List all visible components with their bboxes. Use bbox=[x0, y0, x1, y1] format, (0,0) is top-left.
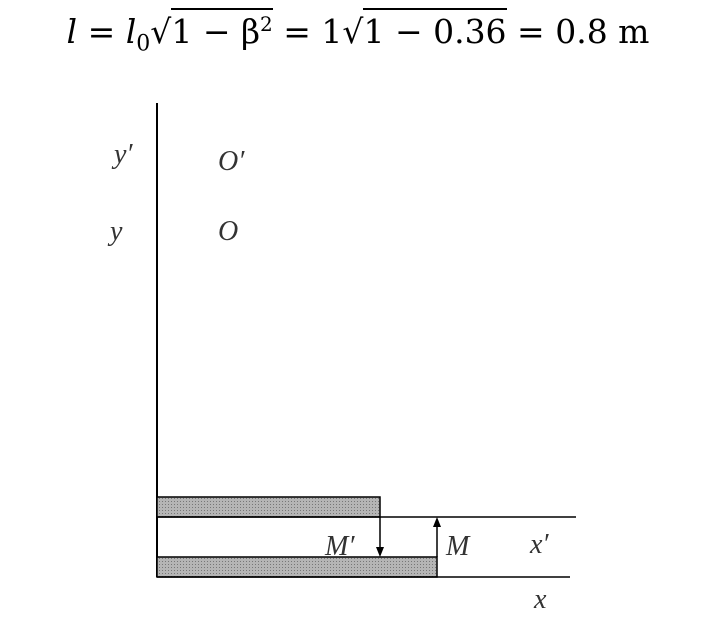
eq-lhs: l bbox=[66, 12, 78, 51]
rod-moving bbox=[156, 496, 381, 518]
label-x-prime: x′ bbox=[529, 529, 549, 560]
label-m: M bbox=[445, 531, 471, 562]
eq-radicand-2: 1 − 0.36 bbox=[363, 8, 507, 51]
label-y-prime: y′ bbox=[111, 139, 133, 170]
eq-coef: 1 bbox=[321, 12, 343, 51]
eq-rad1-text: 1 − β bbox=[171, 12, 261, 51]
eq-result: 0.8 m bbox=[555, 12, 650, 51]
label-o-prime: O′ bbox=[218, 146, 245, 177]
eq-l0: l bbox=[125, 12, 137, 51]
rod-rest bbox=[156, 556, 438, 578]
eq-l0-sub: 0 bbox=[136, 31, 151, 57]
eq-rad1-sup: 2 bbox=[260, 12, 273, 36]
label-m-prime: M′ bbox=[324, 531, 355, 562]
label-o: O bbox=[218, 216, 238, 247]
arrow-m-prime-head bbox=[376, 547, 384, 557]
eq-radicand-1: 1 − β2 bbox=[171, 8, 273, 51]
length-contraction-equation: l = l0√1 − β2 = 1√1 − 0.36 = 0.8 m bbox=[0, 8, 716, 57]
label-y: y bbox=[107, 216, 123, 247]
arrow-m-head bbox=[433, 517, 441, 527]
label-x: x bbox=[533, 584, 547, 615]
